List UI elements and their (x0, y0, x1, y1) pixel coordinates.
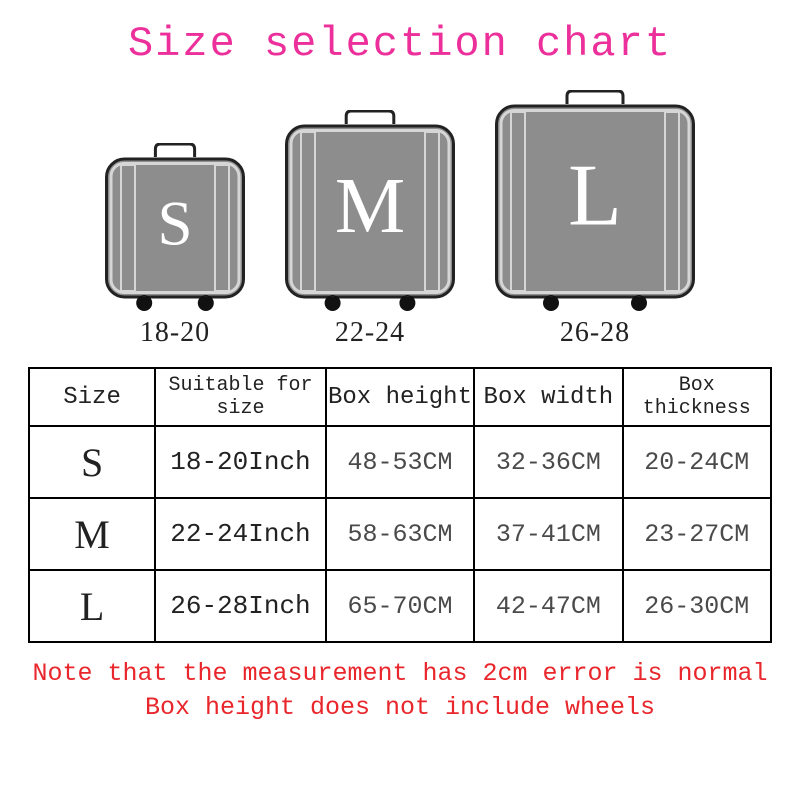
table-header-cell: Box thickness (623, 368, 771, 426)
svg-text:M: M (335, 163, 405, 250)
suitcase-l: L 26-28 (495, 90, 695, 349)
suitcase-row: S 18-20 M 22-24 L 26-28 (28, 90, 772, 349)
size-table-head: SizeSuitable for sizeBox heightBox width… (29, 368, 771, 426)
value-cell: 26-28Inch (155, 570, 326, 642)
size-table: SizeSuitable for sizeBox heightBox width… (28, 367, 772, 643)
suitcase-icon: S (105, 143, 245, 315)
value-cell: 18-20Inch (155, 426, 326, 498)
size-cell: L (29, 570, 155, 642)
table-row: M22-24Inch58-63CM37-41CM23-27CM (29, 498, 771, 570)
table-row: L26-28Inch65-70CM42-47CM26-30CM (29, 570, 771, 642)
suitcase-range-label: 26-28 (560, 317, 630, 349)
size-table-body: S18-20Inch48-53CM32-36CM20-24CMM22-24Inc… (29, 426, 771, 642)
suitcase-m: M 22-24 (285, 110, 455, 349)
value-cell: 26-30CM (623, 570, 771, 642)
size-cell: S (29, 426, 155, 498)
value-cell: 37-41CM (474, 498, 622, 570)
value-cell: 48-53CM (326, 426, 474, 498)
note-line: Box height does not include wheels (28, 691, 772, 725)
note-line: Note that the measurement has 2cm error … (28, 657, 772, 691)
svg-text:S: S (157, 189, 192, 259)
table-header-cell: Box width (474, 368, 622, 426)
page: Size selection chart S 18-20 M 22-24 L 2… (0, 0, 800, 800)
value-cell: 58-63CM (326, 498, 474, 570)
table-header-cell: Box height (326, 368, 474, 426)
value-cell: 42-47CM (474, 570, 622, 642)
value-cell: 32-36CM (474, 426, 622, 498)
notes: Note that the measurement has 2cm error … (28, 657, 772, 725)
size-table-header-row: SizeSuitable for sizeBox heightBox width… (29, 368, 771, 426)
suitcase-range-label: 18-20 (140, 317, 210, 349)
suitcase-icon: M (285, 110, 455, 315)
table-header-cell: Size (29, 368, 155, 426)
suitcase-icon: L (495, 90, 695, 315)
suitcase-range-label: 22-24 (335, 317, 405, 349)
value-cell: 65-70CM (326, 570, 474, 642)
value-cell: 22-24Inch (155, 498, 326, 570)
table-header-cell: Suitable for size (155, 368, 326, 426)
page-title: Size selection chart (28, 20, 772, 68)
size-cell: M (29, 498, 155, 570)
table-row: S18-20Inch48-53CM32-36CM20-24CM (29, 426, 771, 498)
svg-text:L: L (568, 147, 622, 244)
suitcase-s: S 18-20 (105, 143, 245, 349)
value-cell: 23-27CM (623, 498, 771, 570)
value-cell: 20-24CM (623, 426, 771, 498)
